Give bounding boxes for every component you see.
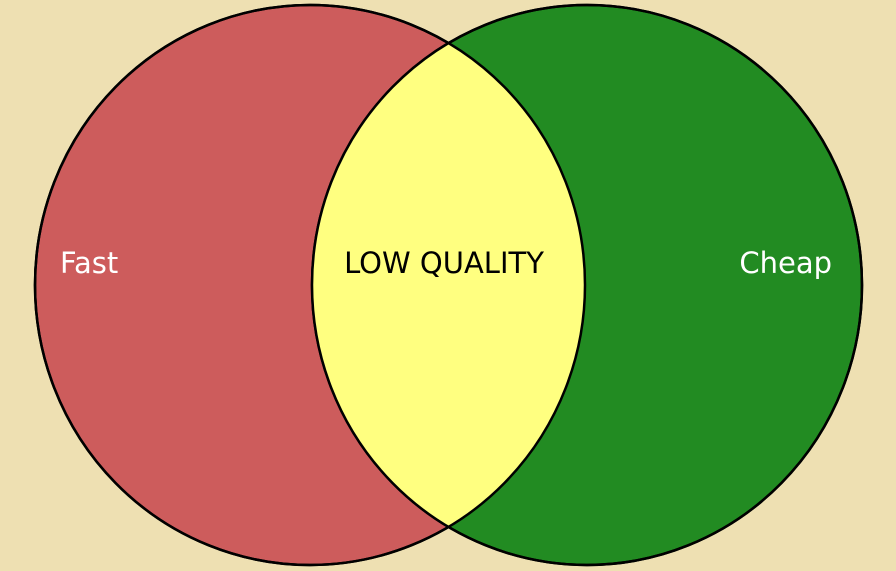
intersection-region <box>312 5 585 565</box>
cheap-label: Cheap <box>739 246 832 280</box>
intersection-label: LOW QUALITY <box>344 246 544 280</box>
fast-label: Fast <box>60 246 118 280</box>
cheap-circle-outline <box>310 3 864 567</box>
fast-circle-outline <box>33 3 587 567</box>
